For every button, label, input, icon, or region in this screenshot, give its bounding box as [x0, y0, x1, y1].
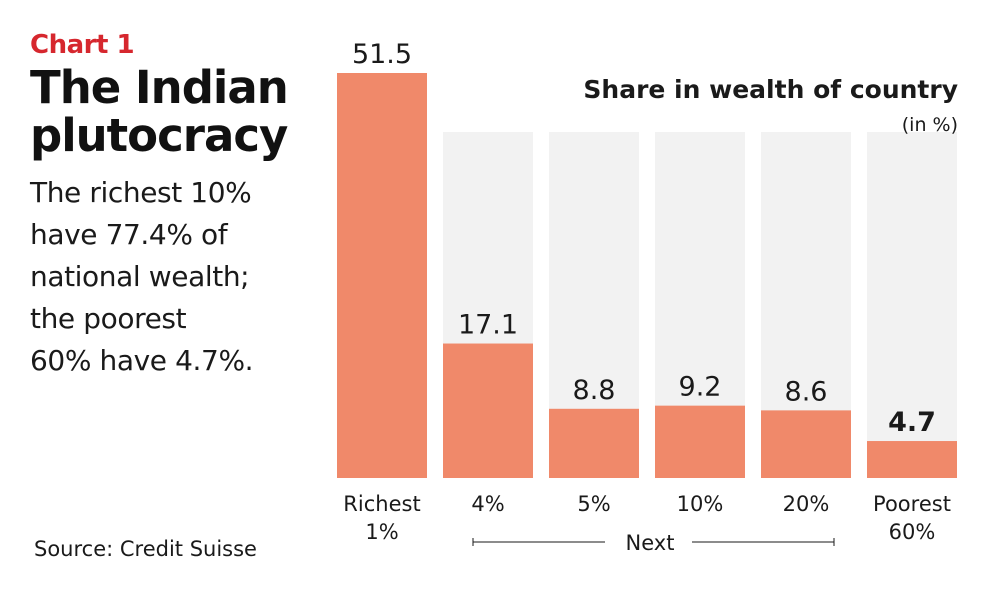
next-group-bracket: Next [472, 531, 835, 555]
bar [443, 343, 533, 478]
desc-line: the poorest [30, 302, 187, 335]
chart-title: The Indian plutocracy [30, 64, 320, 160]
desc-line: The richest 10% [30, 176, 252, 209]
category-label: Richest [343, 492, 420, 516]
value-label: 17.1 [458, 310, 518, 341]
value-label: 9.2 [679, 372, 722, 403]
chart-number-label: Chart 1 [30, 30, 135, 60]
desc-line: national wealth; [30, 260, 250, 293]
bar [655, 405, 745, 478]
source-note: Source: Credit Suisse [34, 537, 257, 561]
bar [549, 408, 639, 478]
bar [761, 410, 851, 478]
legend-subtitle: (in %) [902, 114, 958, 136]
value-label: 4.7 [888, 407, 936, 438]
category-label: 60% [889, 520, 936, 544]
desc-line: 60% have 4.7%. [30, 344, 254, 377]
headline-block: Chart 1 The Indian plutocracy The riches… [30, 30, 320, 382]
bar [867, 441, 957, 478]
legend-title: Share in wealth of country [583, 75, 958, 104]
value-label: 51.5 [352, 39, 412, 70]
chart-description: The richest 10% have 77.4% of national w… [30, 172, 320, 382]
category-label: Poorest [873, 492, 951, 516]
category-label: 4% [471, 492, 504, 516]
bar [337, 73, 427, 478]
value-label: 8.6 [785, 376, 828, 407]
title-line-1: The Indian [30, 61, 289, 114]
bar-background-track [867, 132, 957, 478]
category-label: 10% [677, 492, 724, 516]
desc-line: have 77.4% of [30, 218, 228, 251]
category-label: 20% [783, 492, 830, 516]
value-label: 8.8 [573, 375, 616, 406]
title-line-2: plutocracy [30, 109, 288, 162]
category-label: 5% [577, 492, 610, 516]
category-label: 1% [365, 520, 398, 544]
group-label: Next [626, 531, 675, 555]
